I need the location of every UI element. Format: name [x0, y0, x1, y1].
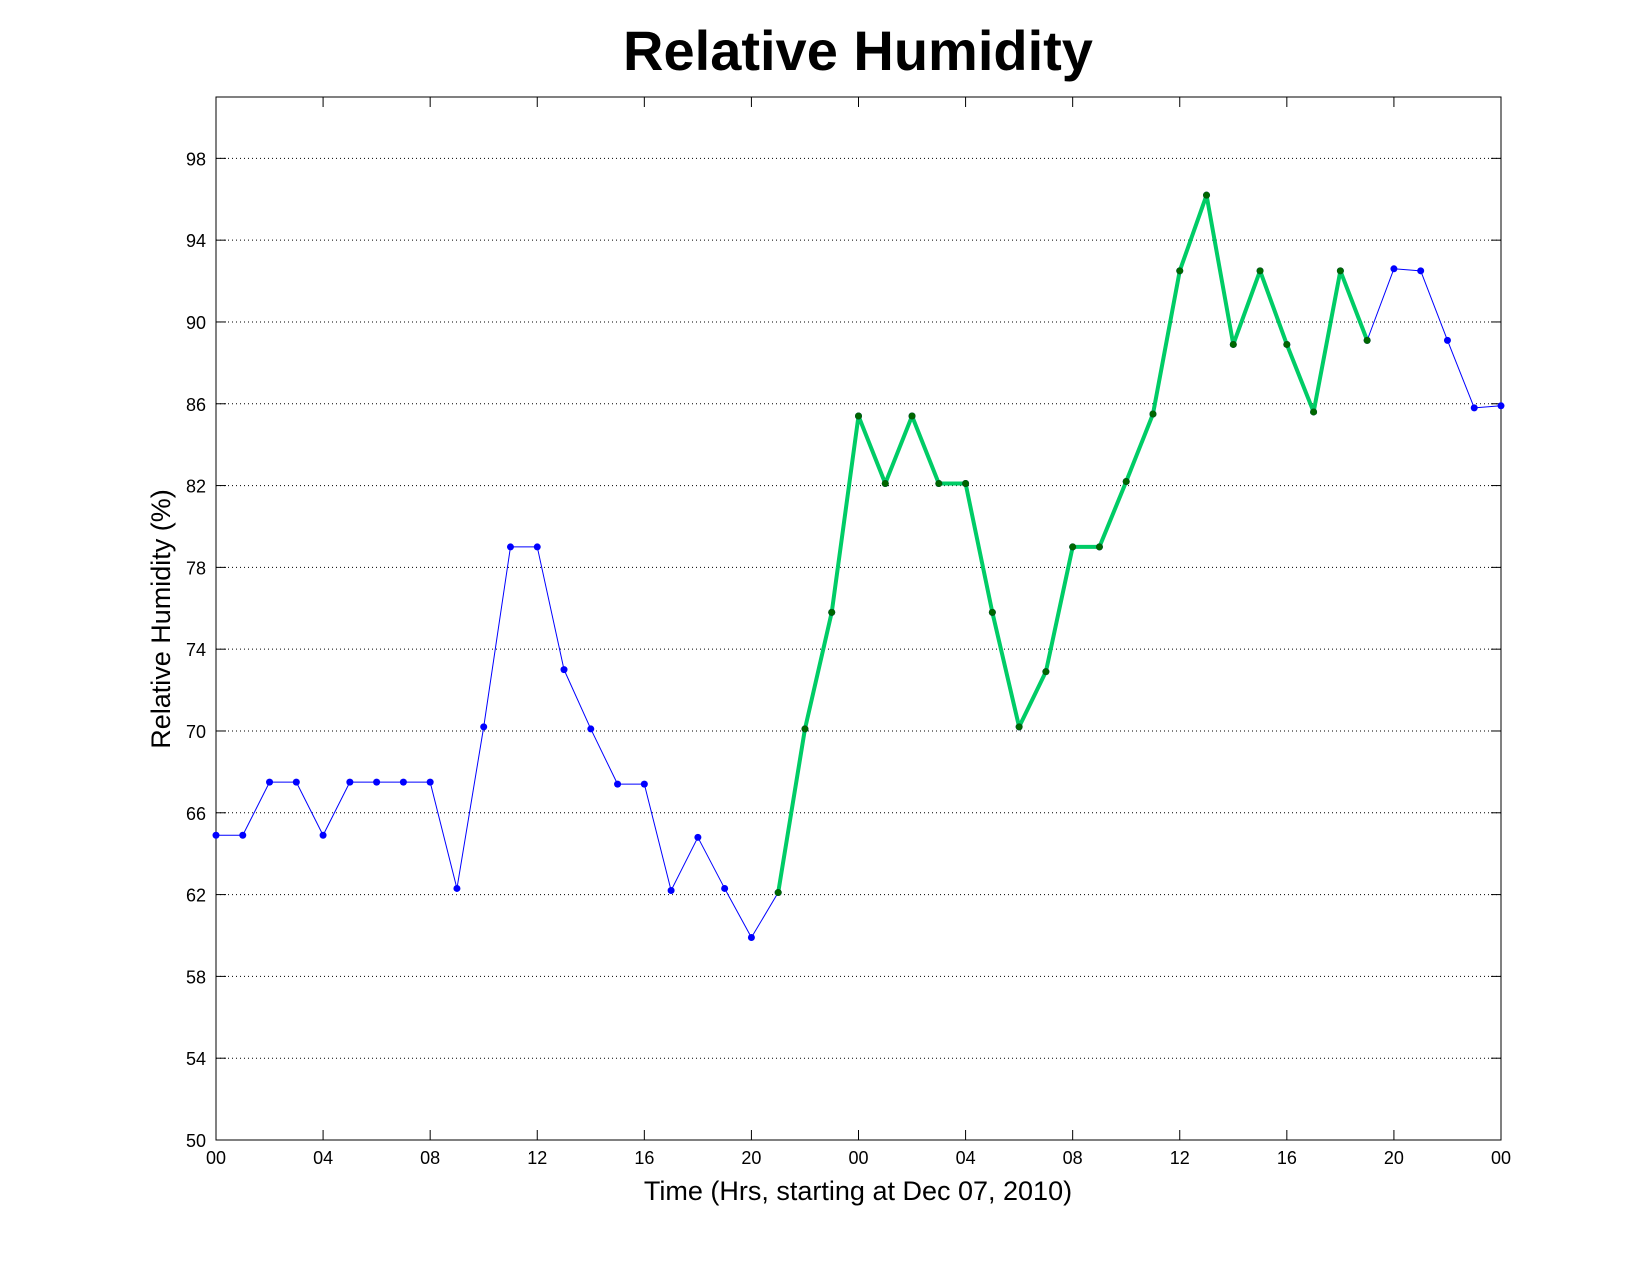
- data-point: [373, 778, 381, 786]
- data-point: [1122, 477, 1130, 485]
- data-point: [319, 831, 327, 839]
- data-point: [506, 543, 514, 551]
- data-point: [1149, 410, 1157, 418]
- data-point: [1497, 402, 1505, 410]
- data-point: [1417, 267, 1425, 275]
- data-point: [1015, 723, 1023, 731]
- data-point: [1283, 340, 1291, 348]
- data-point: [239, 831, 247, 839]
- x-tick-label: 04: [313, 1148, 333, 1168]
- data-point: [266, 778, 274, 786]
- data-point: [426, 778, 434, 786]
- data-point: [212, 831, 220, 839]
- data-point: [1336, 267, 1344, 275]
- x-tick-label: 12: [527, 1148, 547, 1168]
- data-point: [480, 723, 488, 731]
- x-tick-label: 20: [1384, 1148, 1404, 1168]
- data-point: [747, 934, 755, 942]
- x-tick-label: 16: [634, 1148, 654, 1168]
- data-point: [1229, 340, 1237, 348]
- data-point: [828, 608, 836, 616]
- data-point: [614, 780, 622, 788]
- data-point: [399, 778, 407, 786]
- data-point: [292, 778, 300, 786]
- y-tick-label: 78: [186, 558, 206, 578]
- y-tick-label: 62: [186, 886, 206, 906]
- data-point: [1256, 267, 1264, 275]
- data-point: [1310, 408, 1318, 416]
- data-point: [1390, 265, 1398, 273]
- data-point: [640, 780, 648, 788]
- data-point: [881, 480, 889, 488]
- data-point: [533, 543, 541, 551]
- x-tick-label: 00: [1491, 1148, 1511, 1168]
- x-axis-label: Time (Hrs, starting at Dec 07, 2010): [644, 1176, 1072, 1206]
- data-point: [801, 725, 809, 733]
- data-point: [560, 666, 568, 674]
- data-point: [1095, 543, 1103, 551]
- data-point: [935, 480, 943, 488]
- y-tick-label: 74: [186, 640, 206, 660]
- data-point: [988, 608, 996, 616]
- x-tick-label: 12: [1170, 1148, 1190, 1168]
- x-tick-label: 08: [1063, 1148, 1083, 1168]
- series-line: [216, 194, 1502, 939]
- y-axis-label: Relative Humidity (%): [146, 489, 176, 749]
- data-point: [774, 889, 782, 897]
- data-point: [962, 480, 970, 488]
- y-tick-label: 58: [186, 967, 206, 987]
- y-tick-label: 90: [186, 313, 206, 333]
- data-point: [1470, 404, 1478, 412]
- y-tick-label: 98: [186, 149, 206, 169]
- data-point: [1443, 336, 1451, 344]
- data-point: [908, 412, 916, 420]
- y-tick-label: 66: [186, 804, 206, 824]
- x-tick-label: 20: [741, 1148, 761, 1168]
- y-tick-label: 94: [186, 231, 206, 251]
- data-point: [721, 884, 729, 892]
- data-point: [1042, 668, 1050, 676]
- x-tick-label: 16: [1277, 1148, 1297, 1168]
- data-point: [453, 884, 461, 892]
- y-tick-label: 54: [186, 1049, 206, 1069]
- data-point: [587, 725, 595, 733]
- x-tick-label: 00: [206, 1148, 226, 1168]
- x-tick-label: 04: [956, 1148, 976, 1168]
- y-tick-label: 50: [186, 1131, 206, 1151]
- data-point: [1069, 543, 1077, 551]
- y-tick-label: 82: [186, 477, 206, 497]
- data-point: [667, 886, 675, 894]
- data-point: [1176, 267, 1184, 275]
- x-tick-label: 00: [848, 1148, 868, 1168]
- x-tick-label: 08: [420, 1148, 440, 1168]
- data-point: [694, 833, 702, 841]
- chart-title: Relative Humidity: [623, 19, 1093, 82]
- plot-frame: [215, 96, 1502, 1141]
- y-tick-label: 86: [186, 395, 206, 415]
- y-tick-label: 70: [186, 722, 206, 742]
- data-point: [855, 412, 862, 420]
- data-point: [346, 778, 354, 786]
- data-point: [1363, 336, 1371, 344]
- data-point: [1203, 191, 1211, 199]
